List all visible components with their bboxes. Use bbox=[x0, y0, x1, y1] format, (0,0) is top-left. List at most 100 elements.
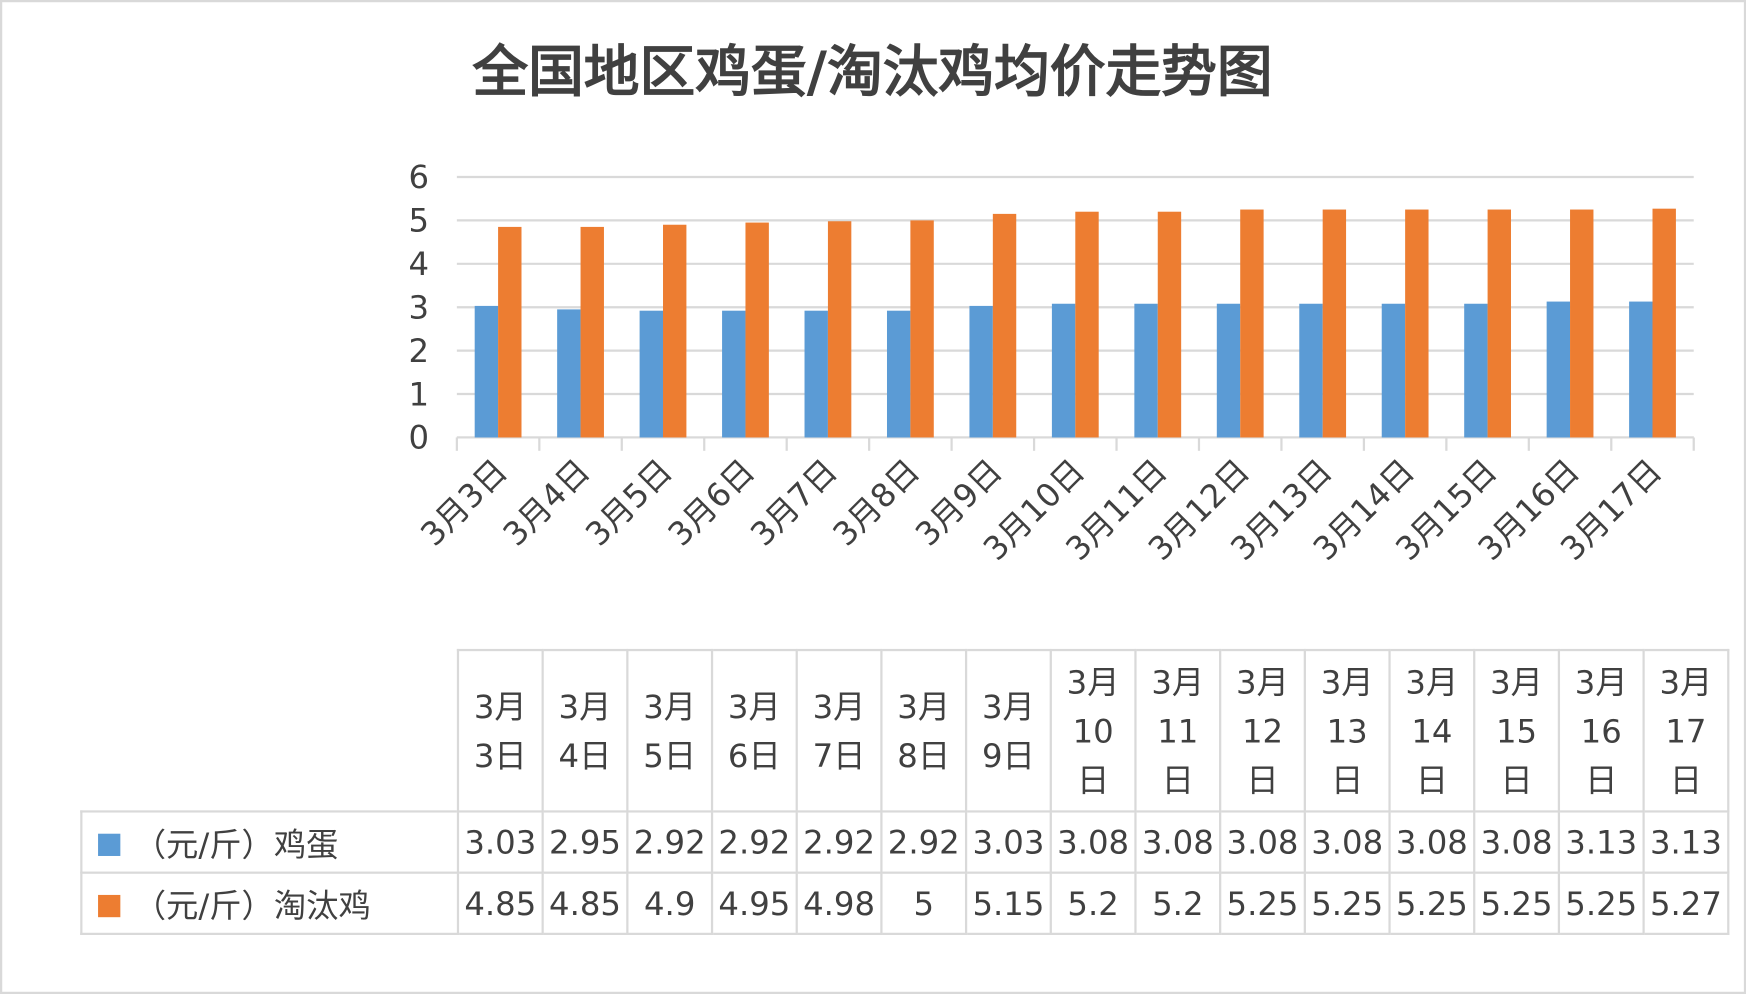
table-value: 3.08 bbox=[1049, 810, 1137, 874]
table-value: 3.03 bbox=[964, 810, 1052, 874]
y-tick-label: 1 bbox=[408, 375, 429, 413]
table-value: 2.92 bbox=[880, 810, 968, 874]
chart-title: 全国地区鸡蛋/淘汰鸡均价走势图 bbox=[471, 40, 1272, 105]
table-value: 2.92 bbox=[626, 810, 714, 874]
table-header-cell: 3月9日 bbox=[964, 648, 1052, 813]
bar bbox=[1570, 209, 1594, 438]
table-value: 3.13 bbox=[1642, 810, 1730, 874]
category-label: 3月14日 bbox=[1405, 662, 1459, 799]
table-header-cell: 3月11日 bbox=[1134, 648, 1222, 813]
bar bbox=[580, 226, 604, 438]
table-value: 5.25 bbox=[1219, 871, 1306, 936]
bar bbox=[992, 213, 1017, 438]
table-value: 4.98 bbox=[795, 871, 883, 936]
bar bbox=[1405, 209, 1429, 438]
category-label: 3月4日 bbox=[558, 687, 612, 775]
bar bbox=[1629, 301, 1653, 438]
table-value: 5.25 bbox=[1473, 871, 1561, 936]
table-header-cell: 3月13日 bbox=[1303, 648, 1391, 813]
table-value: 3.08 bbox=[1219, 810, 1306, 874]
bar bbox=[1546, 301, 1571, 438]
table-value: 5 bbox=[880, 871, 968, 936]
table-row: （元/斤）鸡蛋 3.03 2.95 2.92 2.92 2.92 2.92 3.03 3.08 3… bbox=[80, 810, 1730, 874]
category-label: 3月3日 bbox=[473, 687, 527, 775]
table-header-cell: 3月6日 bbox=[710, 648, 798, 813]
y-tick-label: 0 bbox=[408, 419, 429, 457]
table-value: 2.95 bbox=[541, 810, 629, 874]
y-tick-label: 2 bbox=[408, 332, 429, 370]
table-value: 4.9 bbox=[626, 871, 714, 936]
table-header-cell: 3月15日 bbox=[1473, 648, 1561, 813]
table-header-cell: 3月7日 bbox=[795, 648, 883, 813]
table-value: 3.08 bbox=[1473, 810, 1561, 874]
legend-cell: （元/斤）鸡蛋 bbox=[80, 810, 460, 874]
category-label: 3月9日 bbox=[981, 687, 1035, 775]
category-label: 3月13日 bbox=[1320, 662, 1374, 799]
table-row: （元/斤）淘汰鸡 4.85 4.85 4.9 4.95 4.98 5 5.15 5.2 5.2 5.… bbox=[80, 871, 1730, 936]
bar bbox=[498, 226, 522, 438]
category-label: 3月17日 bbox=[1659, 662, 1713, 799]
bar bbox=[910, 220, 934, 438]
table-header-row: 3月3日 3月4日 3月5日 3月6日 3月7日 3月8日 3月9日 3月10日 3月11日 3月… bbox=[81, 648, 1730, 813]
category-label: 3月8日 bbox=[897, 687, 951, 775]
bar bbox=[639, 310, 664, 438]
category-label: 3月11日 bbox=[1151, 662, 1205, 799]
category-label: 3月12日 bbox=[1236, 662, 1289, 799]
table-header-cell: 3月3日 bbox=[456, 648, 544, 813]
y-tick-label: 4 bbox=[408, 245, 429, 283]
bar bbox=[886, 310, 911, 438]
table-header-cell: 3月10日 bbox=[1049, 648, 1137, 813]
table-value: 3.08 bbox=[1303, 810, 1391, 874]
bar bbox=[1652, 208, 1676, 438]
bar bbox=[557, 309, 581, 438]
bar bbox=[1157, 211, 1182, 438]
legend-label: （元/斤）鸡蛋 bbox=[133, 825, 339, 864]
legend-label: （元/斤）淘汰鸡 bbox=[133, 886, 371, 925]
bar bbox=[1381, 303, 1406, 438]
table-value: 2.92 bbox=[710, 810, 798, 874]
table-header-cell: 3月5日 bbox=[626, 648, 714, 813]
table-value: 3.03 bbox=[456, 810, 544, 874]
table-value: 5.15 bbox=[964, 871, 1052, 936]
bar bbox=[663, 224, 687, 438]
table-value: 5.27 bbox=[1642, 871, 1730, 936]
bar bbox=[1216, 303, 1241, 438]
bar bbox=[1322, 209, 1347, 438]
table-value: 3.13 bbox=[1557, 810, 1645, 874]
legend-swatch bbox=[98, 833, 121, 856]
table-value: 5.25 bbox=[1388, 871, 1476, 936]
bar bbox=[1299, 303, 1323, 438]
table-header-cell: 3月14日 bbox=[1388, 648, 1476, 813]
category-label: 3月16日 bbox=[1574, 662, 1628, 799]
table-value: 4.85 bbox=[456, 871, 544, 936]
category-label: 3月5日 bbox=[643, 687, 697, 775]
bar bbox=[722, 310, 746, 438]
data-table: 3月3日 3月4日 3月5日 3月6日 3月7日 3月8日 3月9日 3月10日 3月11日 3月… bbox=[80, 648, 1730, 936]
bar bbox=[1464, 303, 1488, 438]
table-header-cell: 3月17日 bbox=[1642, 648, 1730, 813]
table-header-cell: 3月12日 bbox=[1219, 648, 1306, 813]
legend-swatch bbox=[98, 894, 121, 917]
category-label: 3月15日 bbox=[1490, 662, 1543, 799]
bar bbox=[827, 221, 852, 438]
table-value: 3.08 bbox=[1388, 810, 1476, 874]
table-value: 3.08 bbox=[1134, 810, 1222, 874]
bar bbox=[474, 305, 499, 438]
table-header-cell: 3月8日 bbox=[880, 648, 968, 813]
table-value: 2.92 bbox=[795, 810, 883, 874]
table-header-cell: 3月4日 bbox=[541, 648, 629, 813]
legend-cell: （元/斤）淘汰鸡 bbox=[80, 871, 460, 936]
table-value: 5.2 bbox=[1049, 871, 1137, 936]
bar bbox=[1134, 303, 1158, 438]
table-corner bbox=[81, 650, 458, 811]
table-value: 5.25 bbox=[1557, 871, 1645, 936]
table-value: 5.2 bbox=[1134, 871, 1222, 936]
category-label: 3月6日 bbox=[727, 687, 781, 775]
bar bbox=[745, 222, 769, 438]
bar bbox=[1240, 209, 1264, 438]
bar bbox=[1487, 209, 1511, 438]
bar bbox=[1075, 211, 1099, 438]
bar bbox=[804, 310, 828, 438]
y-tick-label: 6 bbox=[408, 158, 429, 196]
